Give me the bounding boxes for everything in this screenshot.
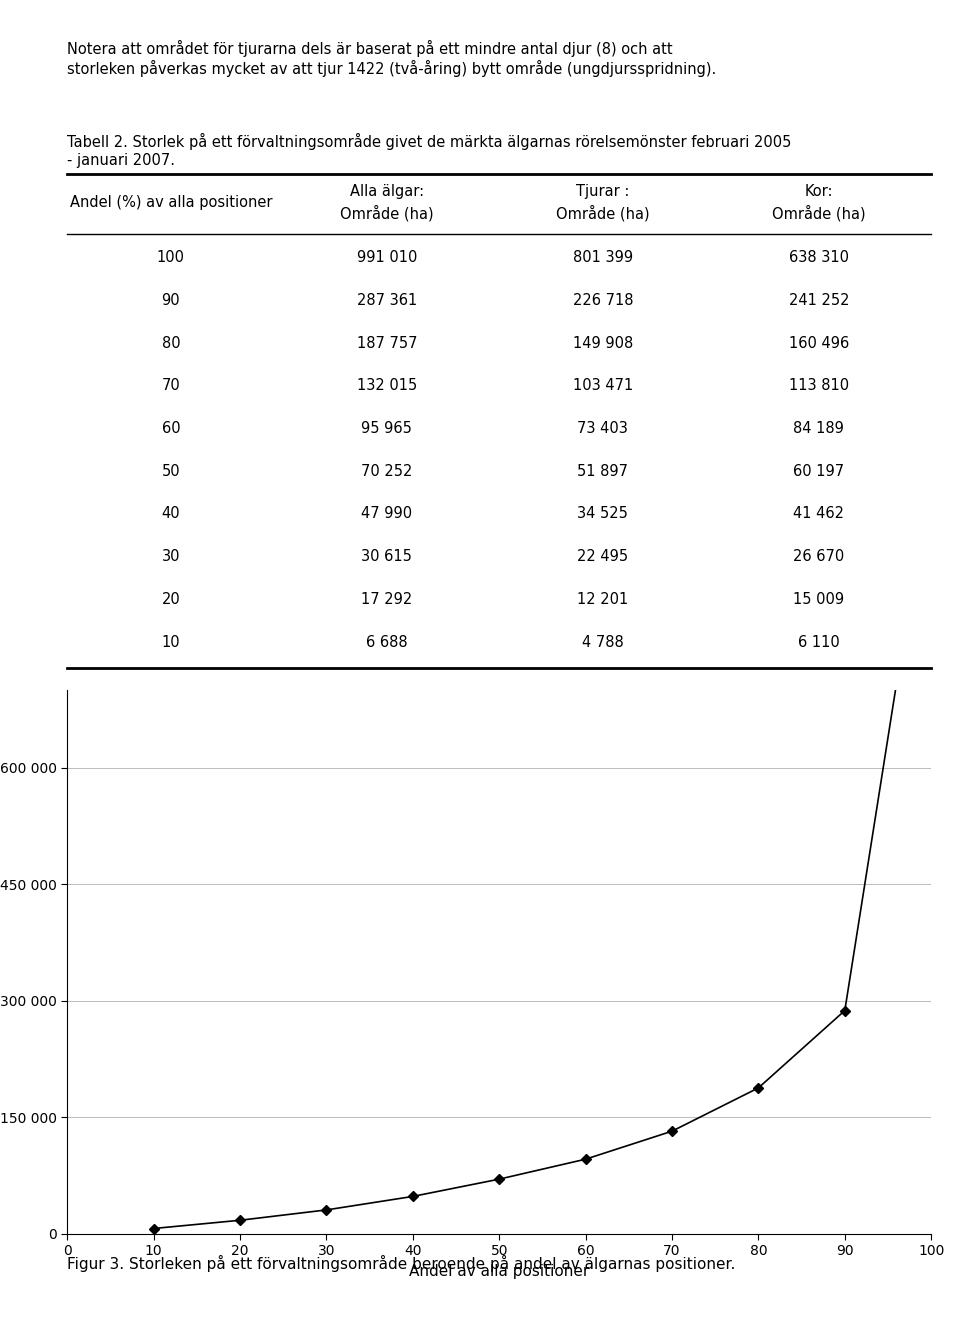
Text: 638 310: 638 310 bbox=[789, 250, 849, 265]
Text: 103 471: 103 471 bbox=[573, 378, 633, 394]
Text: 41 462: 41 462 bbox=[793, 506, 845, 521]
Text: Alla älgar:: Alla älgar: bbox=[349, 183, 424, 200]
Text: 991 010: 991 010 bbox=[357, 250, 417, 265]
Text: Område (ha): Område (ha) bbox=[772, 205, 866, 221]
Text: Kor:: Kor: bbox=[804, 183, 833, 200]
Text: 40: 40 bbox=[161, 506, 180, 521]
Text: 84 189: 84 189 bbox=[794, 420, 844, 437]
Text: 70 252: 70 252 bbox=[361, 463, 413, 478]
Text: 10: 10 bbox=[161, 635, 180, 649]
Text: 160 496: 160 496 bbox=[789, 336, 849, 351]
Text: 73 403: 73 403 bbox=[578, 420, 628, 437]
Text: 50: 50 bbox=[161, 463, 180, 478]
Text: 17 292: 17 292 bbox=[361, 592, 413, 607]
Text: 80: 80 bbox=[161, 336, 180, 351]
Text: 12 201: 12 201 bbox=[577, 592, 629, 607]
Text: Andel (%) av alla positioner: Andel (%) av alla positioner bbox=[70, 194, 272, 210]
Text: 30 615: 30 615 bbox=[362, 549, 412, 564]
Text: 60: 60 bbox=[161, 420, 180, 437]
Text: 34 525: 34 525 bbox=[578, 506, 628, 521]
Text: 801 399: 801 399 bbox=[573, 250, 633, 265]
Text: 149 908: 149 908 bbox=[573, 336, 633, 351]
Text: 4 788: 4 788 bbox=[582, 635, 624, 649]
Text: 51 897: 51 897 bbox=[577, 463, 629, 478]
Text: 241 252: 241 252 bbox=[788, 293, 850, 308]
Text: 100: 100 bbox=[156, 250, 185, 265]
Text: 70: 70 bbox=[161, 378, 180, 394]
Text: 95 965: 95 965 bbox=[362, 420, 412, 437]
Text: 6 688: 6 688 bbox=[366, 635, 408, 649]
Text: 187 757: 187 757 bbox=[356, 336, 418, 351]
Text: Tjurar :: Tjurar : bbox=[576, 183, 630, 200]
Text: 287 361: 287 361 bbox=[357, 293, 417, 308]
Text: 26 670: 26 670 bbox=[793, 549, 845, 564]
Text: 15 009: 15 009 bbox=[793, 592, 845, 607]
Text: Område (ha): Område (ha) bbox=[556, 205, 650, 221]
Text: 60 197: 60 197 bbox=[793, 463, 845, 478]
Text: Område (ha): Område (ha) bbox=[340, 205, 434, 221]
Text: 30: 30 bbox=[161, 549, 180, 564]
Text: 47 990: 47 990 bbox=[361, 506, 413, 521]
Text: 132 015: 132 015 bbox=[357, 378, 417, 394]
Text: 6 110: 6 110 bbox=[798, 635, 840, 649]
Text: 22 495: 22 495 bbox=[577, 549, 629, 564]
X-axis label: Andel av alla positioner: Andel av alla positioner bbox=[409, 1264, 589, 1279]
Text: Tabell 2. Storlek på ett förvaltningsområde givet de märkta älgarnas rörelsemöns: Tabell 2. Storlek på ett förvaltningsomr… bbox=[67, 134, 792, 167]
Text: Notera att området för tjurarna dels är baserat på ett mindre antal djur (8) och: Notera att området för tjurarna dels är … bbox=[67, 40, 716, 78]
Text: 20: 20 bbox=[161, 592, 180, 607]
Text: 226 718: 226 718 bbox=[572, 293, 634, 308]
Text: 113 810: 113 810 bbox=[789, 378, 849, 394]
Text: Figur 3. Storleken på ett förvaltningsområde beroende på andel av älgarnas posit: Figur 3. Storleken på ett förvaltningsom… bbox=[67, 1256, 735, 1272]
Text: 90: 90 bbox=[161, 293, 180, 308]
